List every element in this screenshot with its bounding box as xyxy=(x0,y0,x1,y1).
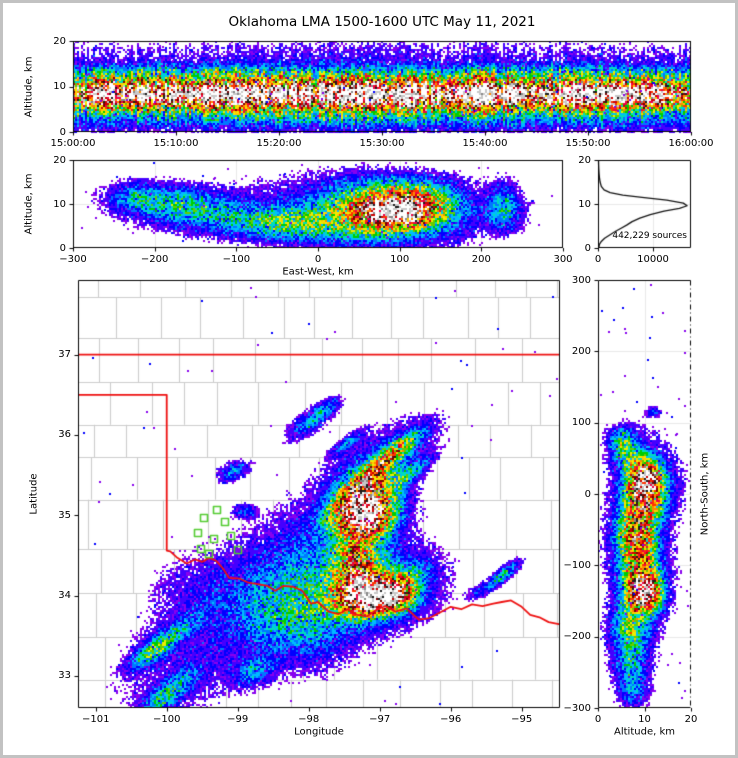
alt_histogram-y-tick-label: 20 xyxy=(578,154,591,166)
ns_height-x-tick-label: 20 xyxy=(684,714,698,725)
ew_height-x-tick-label: 200 xyxy=(471,254,491,265)
ew_height-y-tick-label: 10 xyxy=(53,198,66,210)
time_height-x-tick-label: 15:10:00 xyxy=(153,138,199,149)
ew_height-x-axis-label: East-West, km xyxy=(282,266,354,278)
ew_height-x-tick-label: 100 xyxy=(390,254,410,265)
ew_height-x-tick-label: −200 xyxy=(140,254,169,265)
ns_height-y-tick-label: 0 xyxy=(584,488,591,500)
ns_height-y-tick-label: −100 xyxy=(563,559,591,571)
alt_histogram-y-tick-label: 10 xyxy=(578,198,591,210)
ew_height-x-tick-label: −100 xyxy=(222,254,251,265)
time_height-x-tick-label: 15:30:00 xyxy=(359,138,405,149)
ew_height-x-tick-label: −300 xyxy=(59,254,87,265)
plan_view-x-tick-label: −95 xyxy=(511,714,533,725)
plan_view-x-tick-label: −100 xyxy=(152,714,181,725)
time_height-y-tick-label: 20 xyxy=(53,35,66,47)
ns_height-y-tick-label: 100 xyxy=(571,417,591,429)
plan_view-x-tick-label: −97 xyxy=(369,714,391,725)
ns_height-y-tick-label: −200 xyxy=(563,631,591,643)
alt_histogram-x-tick-label: 10000 xyxy=(637,254,669,265)
ew_height-y-tick-label: 20 xyxy=(53,154,66,166)
alt_histogram-y-tick-label: 0 xyxy=(584,242,591,254)
ns_height-y-tick-label: 200 xyxy=(571,345,591,357)
time_height-x-tick-label: 15:40:00 xyxy=(462,138,508,149)
time_height-x-tick-label: 15:00:00 xyxy=(50,138,96,149)
time_height-y-tick-label: 10 xyxy=(53,81,66,92)
ew_height-x-tick-label: 0 xyxy=(314,254,322,265)
plan_view-x-tick-label: −101 xyxy=(82,714,110,725)
ns_height-x-tick-label: 0 xyxy=(594,714,602,725)
plan_view-x-tick-label: −96 xyxy=(440,714,462,725)
source-count-annotation: 442,229 sources xyxy=(612,231,687,241)
ns_height-y-tick-label: 300 xyxy=(571,274,591,286)
time_height-y-tick-label: 0 xyxy=(59,126,66,138)
ew_height-y-axis-label: Altitude, km xyxy=(23,173,35,235)
ns_height-x-tick-label: 10 xyxy=(638,714,651,725)
plan_view-y-axis-label: Latitude xyxy=(28,473,40,515)
plan_view-y-tick-label: 36 xyxy=(58,429,71,441)
plan-view-map-panel xyxy=(78,280,560,708)
ns_height-x-axis-label: Altitude, km xyxy=(614,726,675,738)
plan_view-x-axis-label: Longitude xyxy=(294,726,344,738)
plan_view-y-tick-label: 33 xyxy=(58,670,71,682)
plot-canvas xyxy=(3,3,735,755)
alt_histogram-x-tick-label: 0 xyxy=(594,254,602,265)
east-west-height-panel xyxy=(73,160,563,248)
plan_view-x-tick-label: −99 xyxy=(227,714,249,725)
ew_height-x-tick-label: 300 xyxy=(553,254,573,265)
plan_view-x-tick-label: −98 xyxy=(298,714,320,725)
time_height-x-tick-label: 15:20:00 xyxy=(256,138,302,149)
time_height-y-axis-label: Altitude, km xyxy=(23,56,35,117)
plan_view-y-tick-label: 34 xyxy=(58,590,71,602)
time-height-panel xyxy=(73,41,691,132)
plan_view-y-tick-label: 37 xyxy=(58,349,71,361)
ns_height-y-tick-label: −300 xyxy=(563,702,591,714)
north-south-height-panel xyxy=(598,280,691,708)
ew_height-y-tick-label: 0 xyxy=(59,242,66,254)
ns_height-y-axis-label-right: North-South, km xyxy=(699,452,711,536)
page-title: Oklahoma LMA 1500-1600 UTC May 11, 2021 xyxy=(228,14,536,30)
time_height-x-tick-label: 16:00:00 xyxy=(668,138,714,149)
time_height-x-tick-label: 15:50:00 xyxy=(565,138,611,149)
plan_view-y-tick-label: 35 xyxy=(58,509,71,521)
